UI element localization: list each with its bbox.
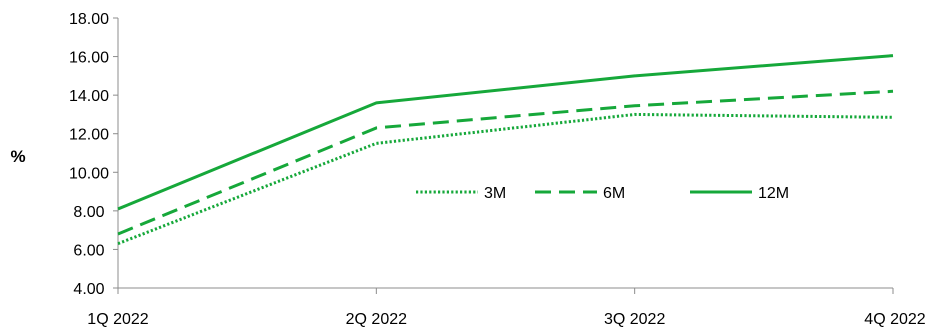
y-tick-label: 16.00: [69, 50, 109, 67]
x-tick-label: 3Q 2022: [604, 311, 665, 328]
x-tick-label: 2Q 2022: [346, 311, 407, 328]
y-tick-label: 14.00: [69, 88, 109, 105]
y-tick-label: 6.00: [73, 242, 104, 259]
series-layer: [117, 54, 894, 246]
series-line-12m: [117, 54, 894, 211]
series-line-6m: [117, 89, 894, 236]
y-tick-label: 8.00: [73, 204, 104, 221]
y-tick-label: 12.00: [69, 127, 109, 144]
legend-label-3m: 3M: [484, 185, 506, 202]
legend-label-12m: 12M: [758, 185, 789, 202]
x-tick-label: 4Q 2022: [864, 311, 925, 328]
x-tick-label: 1Q 2022: [87, 311, 148, 328]
y-tick-label: 10.00: [69, 165, 109, 182]
series-line-3m: [117, 112, 894, 246]
legend-label-6m: 6M: [603, 185, 625, 202]
tick-labels: 4.00 6.00 8.00 10.00 12.00 14.00 16.00 18.00 1Q …: [69, 11, 926, 328]
y-axis-label: %: [10, 147, 25, 166]
y-tick-label: 4.00: [73, 281, 104, 298]
axes: [113, 17, 894, 294]
legend: 3M 6M 12M: [416, 185, 789, 202]
y-tick-label: 18.00: [69, 11, 109, 28]
